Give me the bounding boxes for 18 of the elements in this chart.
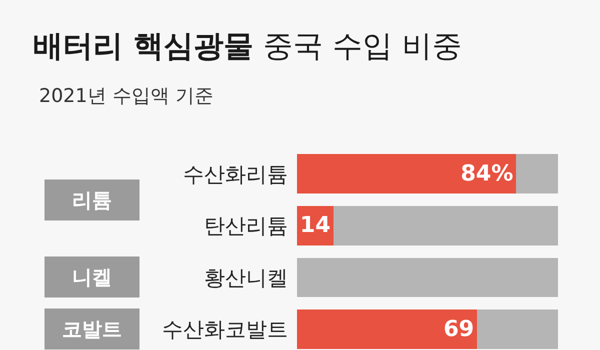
text: 니켈: [72, 265, 112, 289]
bar: [297, 258, 558, 298]
chart-title: 배터리 핵심광물 중국 수입 비중: [33, 29, 462, 64]
y-tick-label: 황산니켈: [204, 266, 288, 290]
text: 리튬: [72, 188, 112, 212]
y-tick-label: 수산화리튬: [183, 162, 288, 186]
bar: [477, 310, 558, 349]
y-tick-label: 탄산리튬: [204, 214, 288, 238]
data-label: 69: [443, 316, 474, 342]
data-label: 14: [300, 213, 331, 238]
bar: [334, 206, 558, 246]
data-label: 84%: [460, 161, 514, 186]
text: 2021년 수입액 기준: [39, 85, 214, 107]
text: 코발트: [62, 317, 122, 341]
bar: [297, 154, 516, 194]
bar: [516, 154, 558, 194]
bar: [297, 310, 478, 349]
y-tick-label: 수산화코발트: [162, 318, 288, 342]
